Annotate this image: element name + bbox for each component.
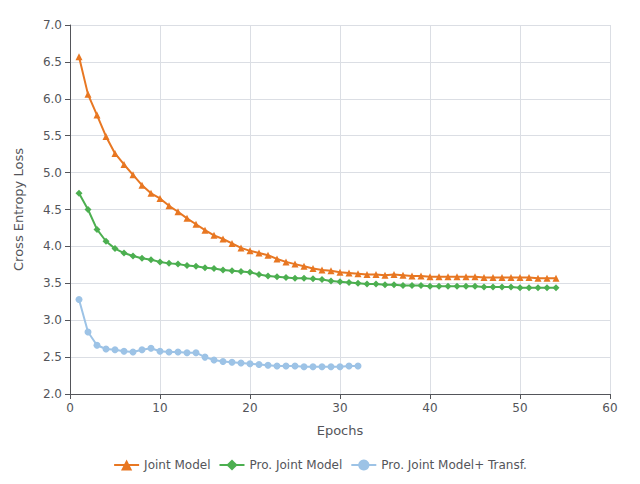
svg-text:7.0: 7.0 (43, 18, 62, 32)
svg-text:Pro. Joint Model+ Transf.: Pro. Joint Model+ Transf. (381, 458, 527, 472)
svg-text:60: 60 (602, 401, 617, 415)
svg-text:Cross Entropy Loss: Cross Entropy Loss (11, 148, 26, 271)
svg-text:6.5: 6.5 (43, 55, 62, 69)
svg-text:30: 30 (332, 401, 347, 415)
svg-text:0: 0 (66, 401, 74, 415)
svg-text:Epochs: Epochs (317, 423, 364, 438)
svg-text:3.0: 3.0 (43, 313, 62, 327)
svg-text:4.0: 4.0 (43, 239, 62, 253)
svg-text:2.5: 2.5 (43, 350, 62, 364)
svg-text:Joint Model: Joint Model (143, 458, 210, 472)
svg-text:2.0: 2.0 (43, 387, 62, 401)
svg-text:40: 40 (422, 401, 437, 415)
svg-text:3.5: 3.5 (43, 276, 62, 290)
svg-text:5.5: 5.5 (43, 129, 62, 143)
svg-text:5.0: 5.0 (43, 166, 62, 180)
svg-text:20: 20 (242, 401, 257, 415)
svg-text:10: 10 (152, 401, 167, 415)
svg-text:6.0: 6.0 (43, 92, 62, 106)
svg-text:50: 50 (512, 401, 527, 415)
svg-text:Pro. Joint Model: Pro. Joint Model (249, 458, 342, 472)
svg-text:4.5: 4.5 (43, 203, 62, 217)
